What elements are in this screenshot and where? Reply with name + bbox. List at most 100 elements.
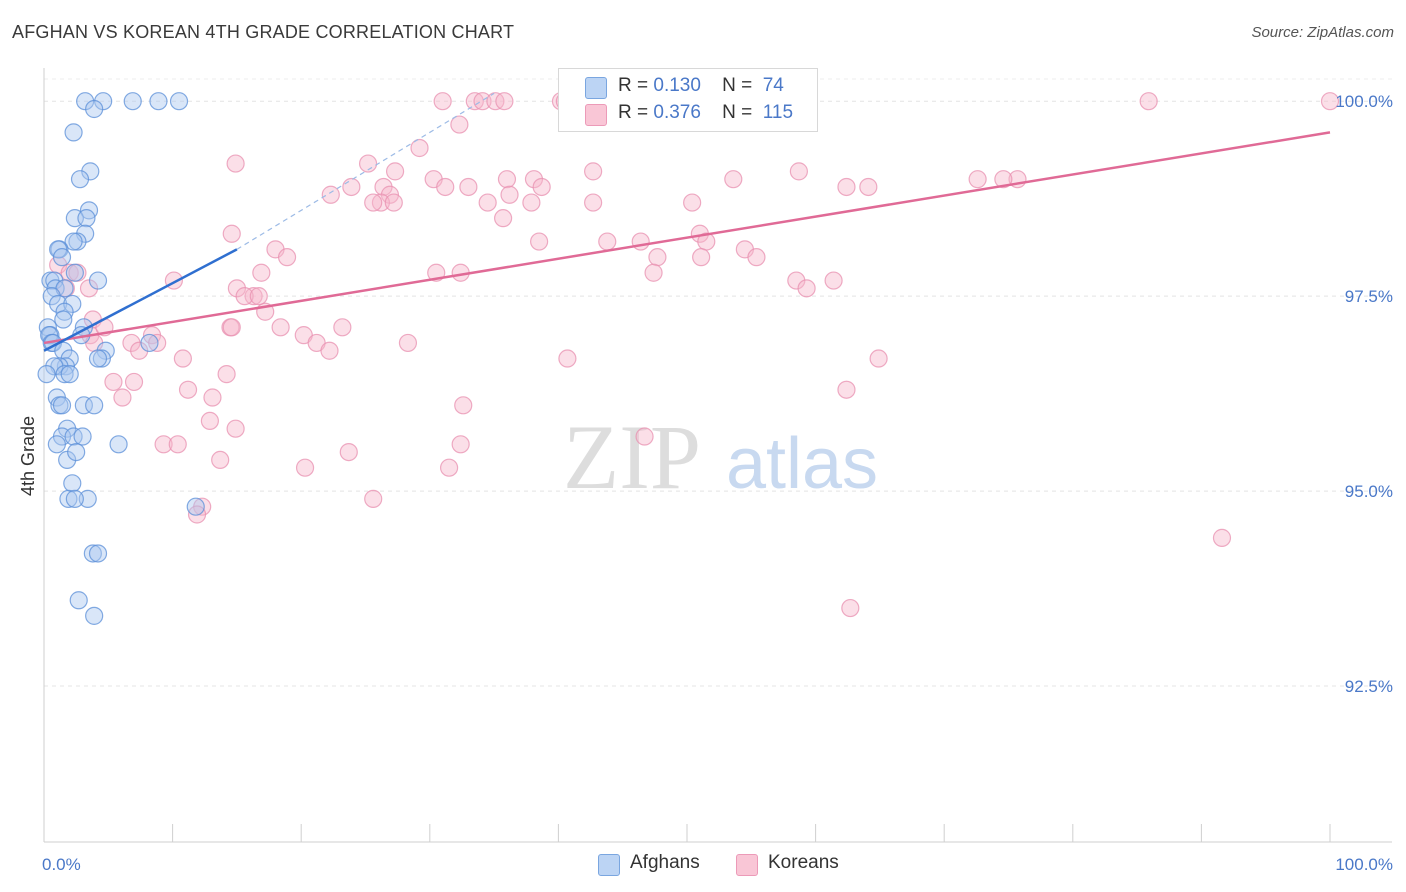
watermark-zip: ZIP bbox=[563, 406, 701, 508]
korean-point bbox=[320, 341, 339, 360]
afghans-legend-label: Afghans bbox=[630, 852, 700, 873]
korean-point bbox=[454, 396, 473, 415]
afghan-point bbox=[54, 310, 73, 329]
korean-point bbox=[226, 154, 245, 173]
afghan-point bbox=[83, 544, 102, 563]
korean-point bbox=[495, 92, 514, 111]
korean-point bbox=[333, 318, 352, 337]
afghan-point bbox=[59, 489, 78, 508]
afghan-point bbox=[186, 497, 205, 516]
korean-point bbox=[494, 209, 513, 228]
korean-point bbox=[558, 349, 577, 368]
koreans-legend-label: Koreans bbox=[768, 852, 839, 873]
koreans-r-label: R = bbox=[618, 102, 649, 123]
korean-point bbox=[113, 388, 132, 407]
korean-point bbox=[1212, 528, 1232, 547]
korean-point bbox=[384, 193, 403, 212]
tick-labels: 92.5% 95.0% 97.5% 100.0% 0.0% 100.0% bbox=[42, 92, 1393, 874]
afghan-point bbox=[85, 396, 104, 415]
afghan-point bbox=[77, 209, 96, 228]
koreans-points bbox=[49, 92, 1340, 618]
afghan-point bbox=[37, 365, 56, 384]
korean-point bbox=[724, 170, 743, 189]
korean-point bbox=[824, 271, 843, 290]
afghans-swatch bbox=[585, 77, 607, 99]
korean-point bbox=[869, 349, 888, 368]
afghans-r-label: R = bbox=[618, 75, 649, 96]
korean-point bbox=[747, 248, 766, 267]
korean-point bbox=[104, 372, 123, 392]
korean-point bbox=[436, 177, 455, 197]
koreans-trend-line bbox=[43, 131, 1331, 345]
korean-point bbox=[450, 115, 469, 134]
afghan-point bbox=[52, 248, 72, 267]
korean-point bbox=[222, 224, 241, 243]
afghan-point bbox=[140, 333, 159, 353]
korean-point bbox=[342, 177, 361, 197]
korean-point bbox=[837, 177, 856, 197]
korean-point bbox=[859, 177, 878, 197]
koreans-swatch bbox=[585, 104, 607, 126]
y-axis-label: 4th Grade bbox=[18, 416, 38, 496]
korean-point bbox=[410, 138, 429, 158]
stats-legend: R = 0.130 N = 74 R = 0.376 N = 115 bbox=[558, 68, 818, 132]
afghan-point bbox=[123, 92, 142, 111]
korean-point bbox=[271, 318, 290, 337]
gridlines bbox=[44, 78, 1392, 687]
y-tick-label: 95.0% bbox=[1345, 482, 1393, 501]
afghan-point bbox=[68, 232, 87, 251]
afghan-point bbox=[67, 443, 86, 462]
korean-point bbox=[371, 193, 391, 212]
korean-point bbox=[187, 505, 207, 524]
korean-point bbox=[217, 365, 236, 384]
korean-point bbox=[789, 162, 808, 181]
korean-point bbox=[168, 435, 187, 454]
afghan-point bbox=[92, 349, 111, 368]
korean-point bbox=[227, 279, 246, 298]
afghans-legend-swatch bbox=[598, 854, 620, 876]
korean-point bbox=[124, 372, 144, 392]
korean-point bbox=[451, 435, 470, 454]
afghan-point bbox=[88, 349, 108, 368]
chart-title: AFGHAN VS KOREAN 4TH GRADE CORRELATION C… bbox=[12, 22, 515, 42]
korean-point bbox=[178, 380, 198, 399]
source-label: Source: ZipAtlas.com bbox=[1251, 24, 1394, 41]
korean-point bbox=[364, 193, 383, 212]
korean-point bbox=[173, 349, 192, 368]
afghan-point bbox=[65, 489, 84, 508]
afghans-trend-line bbox=[43, 248, 238, 352]
korean-point bbox=[235, 287, 254, 306]
korean-point bbox=[226, 419, 245, 438]
afghan-point bbox=[73, 427, 92, 446]
afghan-point bbox=[60, 365, 79, 384]
y-tick-label: 92.5% bbox=[1345, 677, 1393, 696]
korean-point bbox=[692, 248, 711, 267]
afghans-points bbox=[37, 92, 205, 625]
korean-point bbox=[277, 248, 297, 267]
korean-point bbox=[211, 450, 230, 469]
afghan-point bbox=[47, 435, 66, 454]
korean-point bbox=[478, 193, 497, 212]
afghan-point bbox=[52, 396, 72, 415]
korean-point bbox=[433, 92, 452, 111]
korean-point bbox=[339, 443, 358, 462]
afghan-point bbox=[64, 232, 83, 251]
korean-point bbox=[648, 248, 667, 267]
korean-point bbox=[222, 318, 241, 337]
korean-point bbox=[473, 92, 492, 111]
afghans-n-value: 74 bbox=[762, 75, 784, 96]
afghan-point bbox=[149, 92, 168, 111]
korean-point bbox=[249, 287, 268, 306]
korean-point bbox=[295, 458, 315, 477]
korean-point bbox=[797, 279, 816, 298]
korean-point bbox=[532, 177, 551, 197]
korean-point bbox=[154, 435, 173, 454]
afghan-point bbox=[85, 606, 104, 625]
korean-point bbox=[635, 427, 654, 446]
koreans-n-value: 115 bbox=[762, 102, 794, 123]
korean-point bbox=[364, 489, 383, 508]
afghan-point bbox=[65, 263, 84, 282]
korean-point bbox=[148, 333, 167, 353]
korean-point bbox=[200, 411, 219, 431]
